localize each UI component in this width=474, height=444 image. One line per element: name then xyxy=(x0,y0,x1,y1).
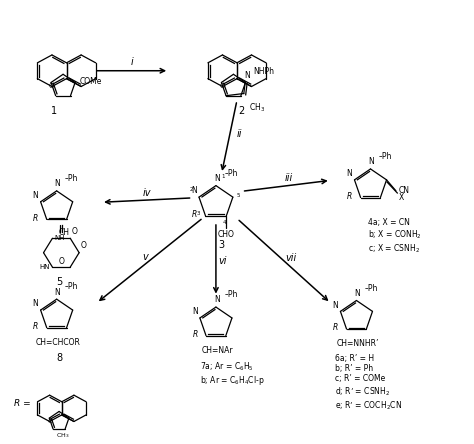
Text: N: N xyxy=(214,295,220,305)
Text: CN: CN xyxy=(399,186,410,195)
Text: –Ph: –Ph xyxy=(224,169,238,178)
Text: 1: 1 xyxy=(51,106,57,116)
Text: 2: 2 xyxy=(190,187,193,192)
Text: N: N xyxy=(369,157,374,166)
Text: –Ph: –Ph xyxy=(379,152,392,161)
Text: iv: iv xyxy=(142,188,151,198)
Text: NHPh: NHPh xyxy=(253,67,274,75)
Text: vii: vii xyxy=(285,254,297,263)
Text: vi: vi xyxy=(219,256,227,266)
Text: CH=CHCOR: CH=CHCOR xyxy=(36,338,81,347)
Text: 5: 5 xyxy=(56,277,62,287)
Text: X: X xyxy=(399,193,404,202)
Text: 6a; R’ = H
b; R’ = Ph
c; R’ = COMe
d; R’ = CSNH$_2$
e; R’ = COCH$_2$CN: 6a; R’ = H b; R’ = Ph c; R’ = COMe d; R’… xyxy=(336,353,402,412)
Text: CHO: CHO xyxy=(218,230,235,239)
Text: R: R xyxy=(192,330,198,339)
Text: N: N xyxy=(245,71,250,80)
Text: N: N xyxy=(191,186,197,195)
Text: –Ph: –Ph xyxy=(65,282,79,291)
Text: ii: ii xyxy=(237,129,242,139)
Text: CH=NAr: CH=NAr xyxy=(201,345,233,355)
Text: –Ph: –Ph xyxy=(224,290,238,299)
Text: N: N xyxy=(55,179,61,188)
Text: iii: iii xyxy=(284,173,292,183)
Text: NH: NH xyxy=(55,235,65,241)
Text: i: i xyxy=(130,57,133,67)
Text: O: O xyxy=(72,227,78,236)
Text: 3: 3 xyxy=(219,239,225,250)
Text: O: O xyxy=(219,83,225,89)
Text: CH=NNHR’: CH=NNHR’ xyxy=(337,339,379,348)
Text: O: O xyxy=(81,242,86,250)
Text: 7a; Ar = C$_6$H$_5$
b; Ar = C$_6$H$_4$Cl-p: 7a; Ar = C$_6$H$_5$ b; Ar = C$_6$H$_4$Cl… xyxy=(200,360,264,388)
Text: R: R xyxy=(33,214,38,222)
Text: CH$_3$: CH$_3$ xyxy=(248,101,264,114)
Text: 2: 2 xyxy=(238,106,245,116)
Text: R: R xyxy=(347,192,352,201)
Text: O: O xyxy=(49,83,55,89)
Text: COMe: COMe xyxy=(79,77,102,86)
Text: –Ph: –Ph xyxy=(65,174,79,183)
Text: R: R xyxy=(333,323,338,332)
Text: N: N xyxy=(332,301,338,309)
Text: N: N xyxy=(33,191,38,200)
Text: 8: 8 xyxy=(56,353,62,363)
Text: R: R xyxy=(33,322,38,331)
Text: R: R xyxy=(192,210,197,219)
Text: N: N xyxy=(55,288,61,297)
Text: HN: HN xyxy=(40,264,50,270)
Text: 4: 4 xyxy=(223,220,226,225)
Text: O: O xyxy=(58,257,64,266)
Text: N: N xyxy=(192,307,198,316)
Text: –Ph: –Ph xyxy=(365,284,378,293)
Text: N: N xyxy=(346,169,352,178)
Text: v: v xyxy=(142,252,147,262)
Text: R =: R = xyxy=(15,400,31,408)
Text: 1: 1 xyxy=(221,174,225,179)
Text: O: O xyxy=(47,419,52,424)
Text: N: N xyxy=(355,289,360,298)
Text: N: N xyxy=(214,174,220,183)
Text: CH: CH xyxy=(58,228,69,237)
Text: 3: 3 xyxy=(196,211,200,217)
Text: 4a; X = CN
b; X = CONH$_2$
c; X = CSNH$_2$: 4a; X = CN b; X = CONH$_2$ c; X = CSNH$_… xyxy=(368,218,422,255)
Text: 5: 5 xyxy=(237,193,240,198)
Text: N: N xyxy=(33,299,38,308)
Text: CH$_3$: CH$_3$ xyxy=(56,431,69,440)
